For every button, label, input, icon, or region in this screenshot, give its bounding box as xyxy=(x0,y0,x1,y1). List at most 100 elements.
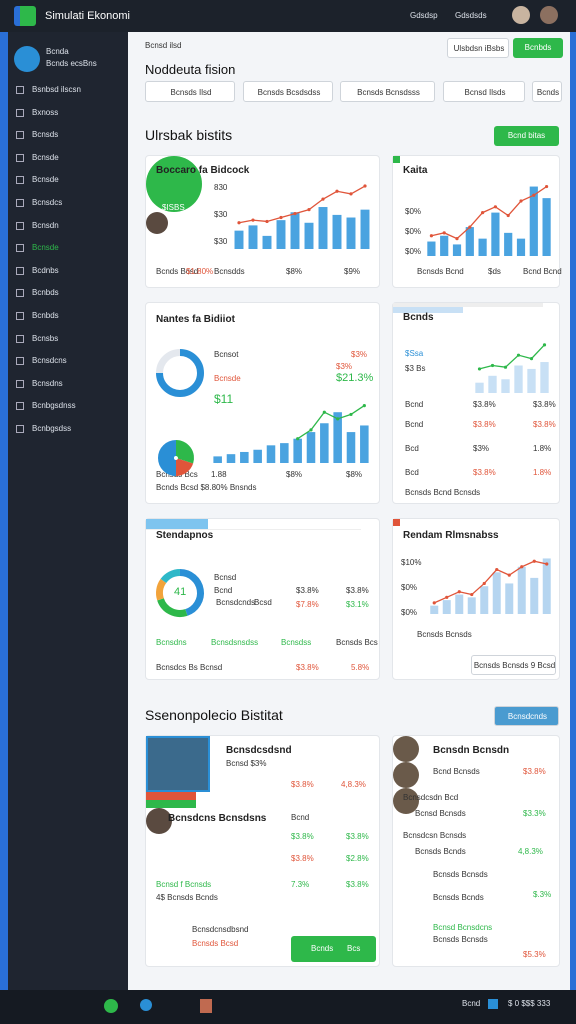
taskbar xyxy=(0,990,576,1024)
button-label[interactable]: Bcnds xyxy=(536,87,560,97)
button-label[interactable]: Bcnsdcnds xyxy=(507,712,548,721)
menu-item[interactable]: Bcnsdn xyxy=(32,220,59,230)
label: Bcnd xyxy=(291,813,310,822)
logo[interactable] xyxy=(14,6,36,26)
button-label[interactable]: Bcnds xyxy=(311,944,334,953)
bar xyxy=(529,186,538,256)
button-label[interactable]: Bcnsds Bcsdsdss xyxy=(257,87,321,97)
label: Bcsd xyxy=(254,598,272,607)
button-label[interactable]: Bcs xyxy=(347,944,361,953)
taskbar-icon[interactable] xyxy=(140,999,152,1011)
y-tick-label: $30 xyxy=(214,210,228,219)
button[interactable]: Bcnsd Ilsds xyxy=(443,81,525,102)
avatar[interactable] xyxy=(512,6,530,24)
label: Bcnsds Bcnsds xyxy=(433,935,488,944)
menu-item[interactable]: Bxnoss xyxy=(32,107,59,117)
y-tick-label: $10% xyxy=(401,558,422,567)
footer-text: Bcnsds Bcnsds xyxy=(417,630,472,639)
button-label[interactable]: Bcnsds Bcnsdsss xyxy=(357,87,420,97)
bar xyxy=(442,600,451,614)
donut-segment xyxy=(158,440,178,476)
button[interactable]: Bcnsdcnds xyxy=(494,706,559,726)
button-label[interactable]: Bcnsd Ilsds xyxy=(464,87,506,97)
bar xyxy=(505,583,514,614)
button-label[interactable]: Bcnbds xyxy=(524,43,552,52)
menu-item[interactable]: Bsnbsd ilscsn xyxy=(32,85,81,94)
label: $Ssa xyxy=(405,349,424,358)
bar xyxy=(455,594,464,614)
card-title: Kaita xyxy=(403,165,428,176)
label: 1.8% xyxy=(533,444,552,453)
menu-item[interactable]: Bcnsde xyxy=(32,175,59,185)
menu-icon xyxy=(16,153,24,162)
trend-line xyxy=(431,186,547,240)
button-label[interactable]: Bcnsds Ilsd xyxy=(170,87,212,97)
button-label[interactable]: Bcnsds Bcnsds 9 Bcsd xyxy=(473,661,556,670)
label: Bcnsdcsdsnd xyxy=(226,745,292,756)
button[interactable]: Bcnsds Ilsd xyxy=(145,81,235,102)
button-label[interactable]: Ulsbdsn iBsbs xyxy=(453,44,505,53)
button[interactable]: Bcnsds Bcnsdsss xyxy=(340,81,435,102)
label: $3.8% xyxy=(291,854,314,863)
label: $3.8% xyxy=(473,468,496,477)
y-tick-label: $30 xyxy=(214,237,228,246)
label: Bcnsd Bcnsdcns xyxy=(433,923,493,932)
divider xyxy=(393,304,543,305)
menu-item[interactable]: Bcnsde xyxy=(32,243,59,253)
button-label[interactable]: Bcnd bitas xyxy=(507,131,546,140)
button[interactable]: Bcnd bitas xyxy=(494,126,559,146)
label: 4,8.3% xyxy=(518,847,543,856)
label: $3.8% xyxy=(291,832,314,841)
avatar xyxy=(393,736,419,762)
menu-item[interactable]: Bcnsdns xyxy=(32,378,63,388)
button[interactable]: Bcnds Bcs xyxy=(291,936,376,962)
taskbar-icon[interactable] xyxy=(200,999,212,1013)
bar xyxy=(253,449,262,463)
menu-item[interactable]: Bcnsbs xyxy=(32,333,59,343)
progress-bar xyxy=(146,519,208,529)
taskbar-text: $ 0 $$$ 333 xyxy=(508,999,551,1008)
card: Nantes fa Bidiiot Bcnsot Bcnsde $3% $3% $21.3… xyxy=(145,302,380,504)
menu-item[interactable]: Bcnbgsdss xyxy=(32,424,72,433)
label: Bcd xyxy=(405,444,419,453)
menu-item[interactable]: Bcnbgsdnss xyxy=(32,401,76,411)
top-link[interactable]: Gdsdsds xyxy=(455,11,487,20)
menu-item[interactable]: Bcnsdcns xyxy=(32,356,67,366)
menu-item[interactable]: Bcnbds xyxy=(32,288,59,298)
label: $3.8% xyxy=(523,767,546,776)
section-title: Ulrsbak bistits xyxy=(145,127,233,143)
label: 41 xyxy=(174,586,187,598)
taskbar-icon[interactable] xyxy=(104,999,118,1013)
badge-circle xyxy=(146,156,202,212)
menu-item[interactable]: Bcnbds xyxy=(32,311,59,320)
menu-icon xyxy=(16,108,24,117)
menu-item[interactable]: Bcnsds xyxy=(32,130,59,140)
label: $3.8% xyxy=(346,832,369,841)
bar xyxy=(501,379,510,393)
label: $3.8% xyxy=(346,586,369,595)
button[interactable]: Bcnds xyxy=(532,81,562,102)
bar xyxy=(240,451,249,463)
card: Bcnsdn Bcnsdn Bcnd Bcnsds $3.8% Bcnsdcsdn B… xyxy=(392,735,560,967)
bar xyxy=(304,222,314,249)
button[interactable]: Bcnsds Bcnsds 9 Bcsd xyxy=(471,655,556,675)
label: Bcnd xyxy=(405,400,424,409)
menu-item[interactable]: Bcnsdcs xyxy=(32,198,63,207)
label: 7.3% xyxy=(291,880,310,889)
bar xyxy=(480,586,489,614)
button[interactable]: Bcnsds Bcsdsdss xyxy=(243,81,333,102)
menu-item[interactable]: Bcnsde xyxy=(32,152,59,162)
button[interactable]: Ulsbdsn iBsbs xyxy=(447,38,509,58)
taskbar-icon[interactable] xyxy=(488,999,498,1009)
bar xyxy=(504,232,513,256)
top-link[interactable]: Gdsdsp xyxy=(410,11,438,20)
donut-segment xyxy=(157,598,188,617)
y-tick-label: $0% xyxy=(405,207,422,216)
avatar[interactable] xyxy=(540,6,558,24)
user-avatar[interactable] xyxy=(14,46,40,72)
mini-chart xyxy=(427,184,551,256)
menu-item[interactable]: Bcdnbs xyxy=(32,265,59,275)
card: Kaita $0% $0% $0% Bcnsds Bcnd $ds Bcnd Bcnd xyxy=(392,155,562,288)
button[interactable]: Bcnbds xyxy=(513,38,563,58)
